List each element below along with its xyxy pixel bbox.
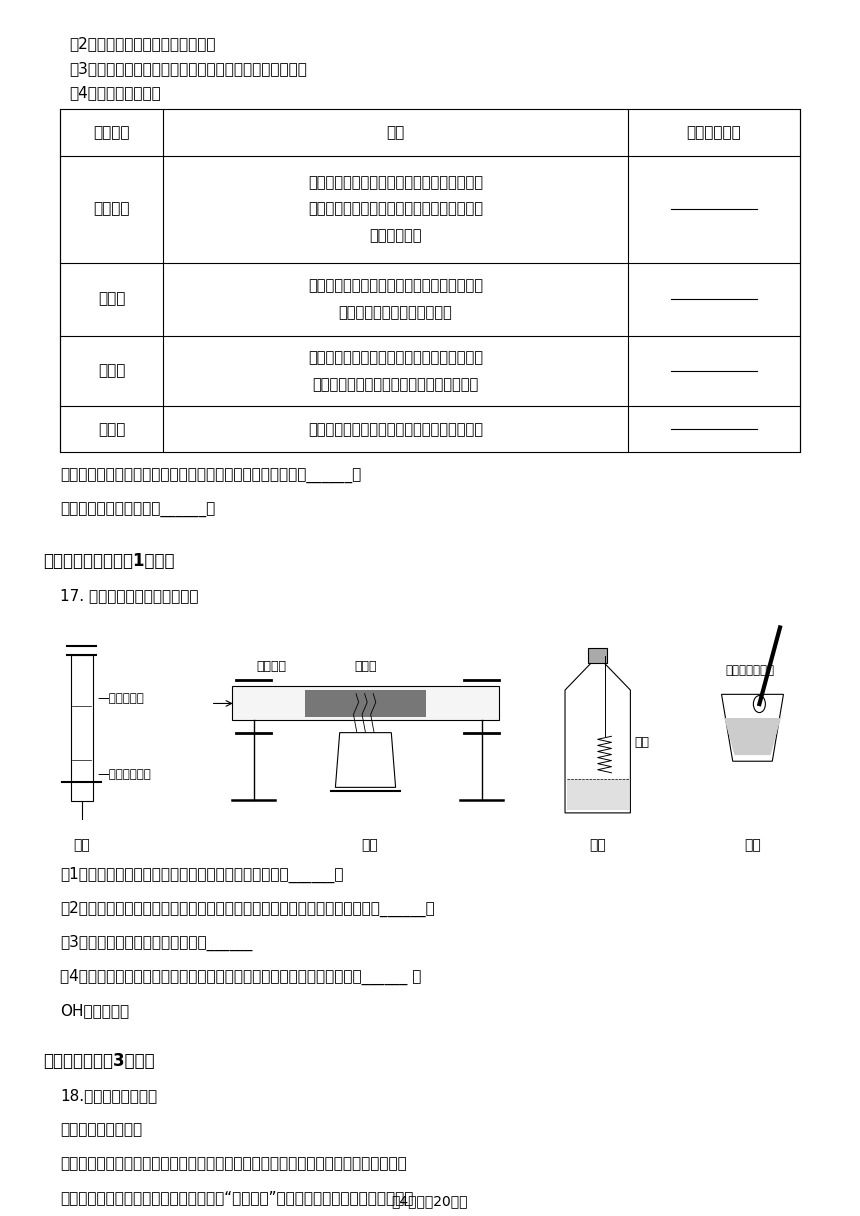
Text: 一氧化碳: 一氧化碳	[256, 660, 286, 672]
Text: OH不能共存。: OH不能共存。	[60, 1003, 129, 1018]
Text: 氯化锅与熟石灰: 氯化锅与熟石灰	[726, 664, 774, 677]
Text: 硫酸钒: 硫酸钒	[98, 422, 126, 437]
Text: 使用注意事项: 使用注意事项	[686, 125, 741, 140]
Text: 易溶于水，受潮时在常温下即能分解，温度越: 易溶于水，受潮时在常温下即能分解，温度越	[308, 175, 483, 190]
Text: 图三: 图三	[589, 838, 606, 852]
Text: 氧化鐵: 氧化鐵	[354, 660, 377, 672]
Text: 易溶于水，吸湿性小，常温下稳定，遇碱时放: 易溶于水，吸湿性小，常温下稳定，遇碱时放	[308, 350, 483, 365]
Bar	[60, 109, 800, 452]
Text: 图四: 图四	[744, 838, 761, 852]
Text: 图二: 图二	[361, 838, 378, 852]
Bar	[567, 779, 629, 811]
Text: 阅读下面科普短文。: 阅读下面科普短文。	[60, 1122, 142, 1137]
Text: （3）图三中鐵丝绕成螺旋状的原因______: （3）图三中鐵丝绕成螺旋状的原因______	[60, 935, 253, 951]
Text: —氯氧化鼓溶液: —氯氧化鼓溶液	[97, 769, 151, 781]
Text: 性质: 性质	[386, 125, 405, 140]
Text: 第4页（共20页）: 第4页（共20页）	[392, 1194, 468, 1209]
Text: 碳酸氢锅: 碳酸氢锅	[94, 202, 130, 216]
Text: 易溶于水，受热易分解，遇碱时放出氨气，在: 易溶于水，受热易分解，遇碱时放出氨气，在	[308, 278, 483, 293]
Text: 18.『科普阅读理解』: 18.『科普阅读理解』	[60, 1088, 157, 1103]
Text: 17. 请根据如图实验回答问题。: 17. 请根据如图实验回答问题。	[60, 589, 199, 603]
Text: 鐵丝: 鐵丝	[635, 736, 649, 749]
Text: 出氨气，长期施用，会使土壤酸化、板结。: 出氨气，长期施用，会使土壤酸化、板结。	[312, 377, 479, 392]
Text: （4）图四中研磨氯化锅与熟石灰粉末，会产生刺激性气味的气体，原因是______ 与: （4）图四中研磨氯化锅与熟石灰粉末，会产生刺激性气味的气体，原因是______ …	[60, 969, 421, 985]
Polygon shape	[335, 733, 396, 788]
Text: 高温或受猛烈撞击时易爆炸。: 高温或受猛烈撞击时易爆炸。	[339, 305, 452, 320]
Text: 硫酸锅: 硫酸锅	[98, 364, 126, 378]
Text: 图一: 图一	[73, 838, 90, 852]
Bar	[71, 655, 93, 801]
Text: 农药在农业生产中发挥着至关重要的作用，可以有效地防控农作物病虫害。但某些地区: 农药在农业生产中发挥着至关重要的作用，可以有效地防控农作物病虫害。但某些地区	[60, 1156, 407, 1171]
Text: （1）图一中向氢氧化鼓溶液中滴加氯化鐵溶液，现象为______。: （1）图一中向氢氧化鼓溶液中滴加氯化鐵溶液，现象为______。	[60, 867, 344, 883]
Text: 化肖种类: 化肖种类	[94, 125, 130, 140]
Text: 相应的解决问题的方法是______。: 相应的解决问题的方法是______。	[60, 503, 216, 518]
Text: 碳酸锅: 碳酸锅	[98, 292, 126, 306]
Text: 四．解答题（共3小题）: 四．解答题（共3小题）	[43, 1052, 155, 1070]
Text: 留有害物质。: 留有害物质。	[369, 229, 422, 243]
Bar	[232, 687, 499, 721]
Polygon shape	[724, 719, 781, 755]
Text: 确实出现过农药残留超标事件，让一些人“谈药色变”。怎样科学地减少果蔬中的农药残: 确实出现过农药残留超标事件，让一些人“谈药色变”。怎样科学地减少果蔬中的农药残	[60, 1190, 414, 1205]
Text: （3）不能与易燃物质混在一起；结块时不要用鐵锤砖碎。: （3）不能与易燃物质混在一起；结块时不要用鐵锤砖碎。	[69, 61, 307, 75]
Bar	[305, 691, 426, 717]
Text: 易溶于水，长期施用，会使土壤酸化、板结。: 易溶于水，长期施用，会使土壤酸化、板结。	[308, 422, 483, 437]
Polygon shape	[565, 664, 630, 814]
Text: 请你从上表提供的信息中分析，使用化肖对环境的影响之一是______；: 请你从上表提供的信息中分析，使用化肖对环境的影响之一是______；	[60, 469, 361, 484]
Bar	[588, 648, 607, 664]
Text: （2）不要与碕性物质混放或混用。: （2）不要与碕性物质混放或混用。	[69, 36, 215, 51]
Text: 高分解越快，遇碱时放出氨气。在土壤中不残: 高分解越快，遇碱时放出氨气。在土壤中不残	[308, 202, 483, 216]
Text: 三．实验探究题（共1小题）: 三．实验探究题（共1小题）	[43, 552, 175, 570]
Text: （4）不宜长期施用。: （4）不宜长期施用。	[69, 85, 161, 100]
Text: （2）图二中一氧化碳与灬热的氧化鐵反应，实验前先通一会儿一氧化碳的目的______。: （2）图二中一氧化碳与灬热的氧化鐵反应，实验前先通一会儿一氧化碳的目的_____…	[60, 901, 435, 917]
Text: —氯化鐵溶液: —氯化鐵溶液	[97, 692, 144, 705]
Polygon shape	[722, 694, 783, 761]
